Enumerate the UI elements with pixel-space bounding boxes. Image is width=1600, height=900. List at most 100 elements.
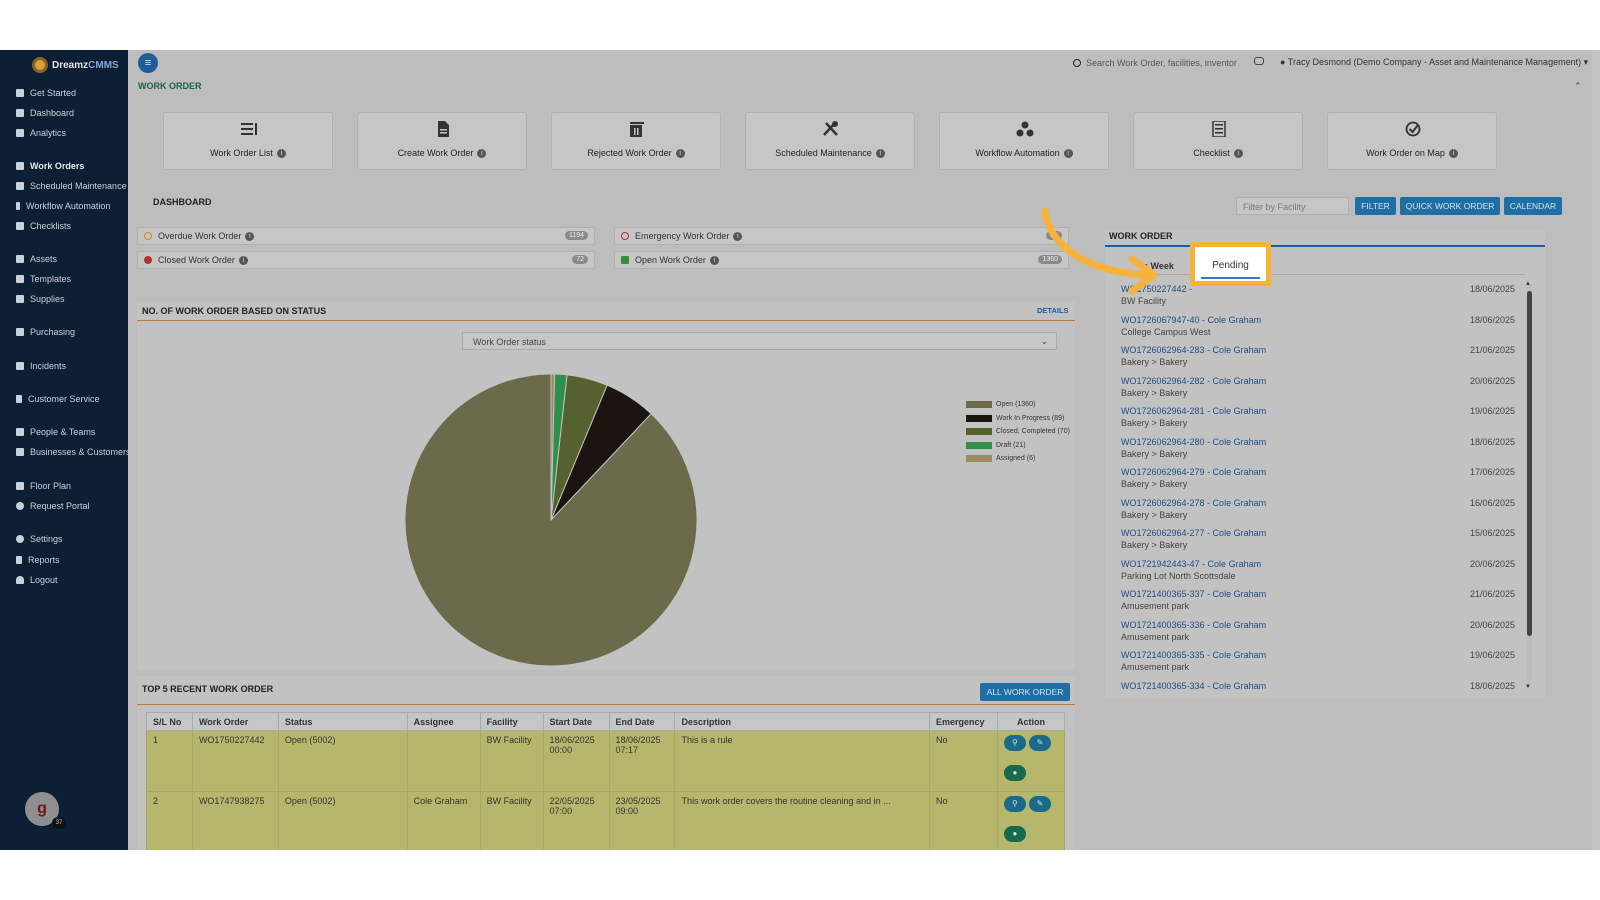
status-select[interactable]: Work Order status ⌄ (462, 332, 1057, 350)
sidebar-item-get-started[interactable]: Get Started (16, 88, 76, 98)
list-item[interactable]: WO1750227442 - BW Facility 18/06/2025 (1121, 284, 1515, 315)
tile-create-work-order[interactable]: Create Work Order i (357, 112, 527, 170)
sidebar-item-work-orders[interactable]: Work Orders (16, 161, 84, 171)
calendar-button[interactable]: CALENDAR (1504, 197, 1562, 215)
tile-rejected-work-order[interactable]: Rejected Work Order i (551, 112, 721, 170)
work-order-link[interactable]: WO1750227442 - (1121, 284, 1193, 294)
info-icon[interactable]: i (675, 149, 685, 159)
sidebar-item-dashboard[interactable]: Dashboard (16, 108, 74, 118)
stat-open[interactable]: Open Work Order i 1360 (614, 251, 1069, 269)
table-row[interactable]: 2 WO1747938275 Open (5002) Cole Graham B… (146, 791, 1066, 850)
collapse-chevron-icon[interactable]: ⌃ (1574, 81, 1582, 91)
work-order-link[interactable]: WO1726062964-282 - Cole Graham (1121, 375, 1267, 386)
sidebar-item-assets[interactable]: Assets (16, 254, 57, 264)
cell-wo[interactable]: WO1750227442 (191, 730, 279, 792)
info-icon[interactable]: i (1233, 149, 1243, 159)
list-item[interactable]: WO1721400365-335 - Cole Graham Amusement … (1121, 650, 1515, 681)
work-order-link[interactable]: WO1726062964-278 - Cole Graham (1121, 497, 1267, 508)
sidebar-item-workflow-automation[interactable]: Workflow Automation (16, 201, 110, 211)
work-order-link[interactable]: WO1726062964-283 - Cole Graham (1121, 345, 1267, 355)
global-search[interactable]: Search Work Order, facilities, inventor (1073, 56, 1243, 70)
stat-emergency[interactable]: Emergency Work Order i 21 (614, 227, 1069, 245)
list-item[interactable]: WO1726062964-279 - Cole Graham Bakery > B… (1121, 467, 1515, 498)
work-order-link[interactable]: WO1726067947-40 - Cole Graham (1121, 314, 1262, 325)
comment-icon[interactable]: ● (1003, 826, 1026, 842)
work-order-link[interactable]: WO1726062964-279 - Cole Graham (1121, 467, 1267, 477)
sidebar-item-logout[interactable]: Logout (16, 575, 58, 585)
tile-checklist[interactable]: Checklist i (1133, 112, 1303, 170)
cell-wo[interactable]: WO1747938275 (191, 791, 279, 850)
sidebar-item-scheduled-maintenance[interactable]: Scheduled Maintenance (16, 181, 127, 191)
list-item[interactable]: WO1726062964-278 - Cole Graham Bakery > B… (1121, 498, 1515, 529)
list-item[interactable]: WO1726062964-281 - Cole Graham Bakery > B… (1121, 406, 1515, 437)
user-menu[interactable]: ● Tracy Desmond (Demo Company - Asset an… (1280, 57, 1589, 67)
scroll-up-arrow-icon[interactable]: ▲ (1525, 281, 1531, 287)
list-item[interactable]: WO1726062964-280 - Cole Graham Bakery > B… (1121, 437, 1515, 468)
work-order-link[interactable]: WO1726062964-280 - Cole Graham (1121, 436, 1267, 447)
list-item[interactable]: WO1726062964-282 - Cole Graham Bakery > B… (1121, 376, 1515, 407)
legend-item[interactable]: Closed, Completed (70) (966, 425, 1070, 439)
comment-icon[interactable]: ● (1003, 765, 1026, 781)
sidebar-item-customer-service[interactable]: Customer Service (16, 394, 100, 404)
edit-icon[interactable]: ✎ (1028, 735, 1051, 751)
view-icon[interactable]: ⚲ (1003, 735, 1026, 751)
chat-icon[interactable] (1254, 57, 1264, 65)
list-item[interactable]: WO1726062964-283 - Cole Graham Bakery > B… (1121, 345, 1515, 376)
info-icon[interactable]: i (245, 231, 255, 241)
sidebar-item-incidents[interactable]: Incidents (16, 361, 66, 371)
stat-overdue[interactable]: Overdue Work Order i 1194 (137, 227, 595, 245)
sidebar-item-analytics[interactable]: Analytics (16, 128, 66, 138)
work-order-link[interactable]: WO1721400365-336 - Cole Graham (1121, 619, 1267, 630)
legend-item[interactable]: Assigned (6) (966, 452, 1070, 466)
info-icon[interactable]: i (875, 149, 885, 159)
legend-item[interactable]: Work In Progress (89) (966, 412, 1070, 426)
sidebar-item-supplies[interactable]: Supplies (16, 294, 65, 304)
sidebar-item-purchasing[interactable]: Purchasing (16, 327, 75, 337)
legend-item[interactable]: Open (1360) (966, 398, 1070, 412)
stat-closed[interactable]: Closed Work Order i 72 (137, 251, 595, 269)
info-icon[interactable]: i (1063, 149, 1073, 159)
list-item[interactable]: WO1726062964-277 - Cole Graham Bakery > B… (1121, 528, 1515, 559)
work-order-link[interactable]: WO1721400365-337 - Cole Graham (1121, 589, 1267, 599)
info-icon[interactable]: i (1448, 149, 1458, 159)
pie-slice-4[interactable] (550, 373, 556, 521)
tile-workflow-automation[interactable]: Workflow Automation i (939, 112, 1109, 170)
sidebar-item-request-portal[interactable]: Request Portal (16, 501, 90, 511)
details-link[interactable]: DETAILS (1037, 306, 1069, 315)
all-work-order-button[interactable]: ALL WORK ORDER (980, 683, 1070, 701)
work-order-link[interactable]: WO1721400365-335 - Cole Graham (1121, 650, 1267, 660)
menu-toggle-button[interactable]: ≡ (138, 53, 158, 73)
scroll-down-arrow-icon[interactable]: ▼ (1525, 684, 1531, 690)
work-order-link[interactable]: WO1721942443-47 - Cole Graham (1121, 558, 1262, 569)
view-icon[interactable]: ⚲ (1003, 796, 1026, 812)
user-avatar[interactable]: g (25, 792, 59, 826)
list-item[interactable]: WO1721400365-334 - Cole Graham 18/06/2025 (1121, 681, 1515, 712)
tile-work-order-on-map[interactable]: Work Order on Map i (1327, 112, 1497, 170)
list-scrollbar-thumb[interactable] (1527, 291, 1532, 636)
logo[interactable]: Dreamz CMMS (32, 55, 119, 75)
list-item[interactable]: WO1726067947-40 - Cole Graham College Cam… (1121, 315, 1515, 346)
list-item[interactable]: WO1721400365-337 - Cole Graham Amusement … (1121, 589, 1515, 620)
sidebar-item-floor-plan[interactable]: Floor Plan (16, 481, 71, 491)
info-icon[interactable]: i (238, 255, 248, 265)
work-order-link[interactable]: WO1726062964-281 - Cole Graham (1121, 406, 1267, 416)
table-row[interactable]: 1 WO1750227442 Open (5002) BW Facility 1… (146, 730, 1066, 792)
info-icon[interactable]: i (709, 255, 719, 265)
work-order-link[interactable]: WO1726062964-277 - Cole Graham (1121, 528, 1267, 538)
info-icon[interactable]: i (733, 231, 743, 241)
search-input[interactable]: Search Work Order, facilities, inventor (1086, 58, 1237, 68)
info-icon[interactable]: i (477, 149, 487, 159)
sidebar-item-settings[interactable]: Settings (16, 534, 63, 544)
info-icon[interactable]: i (276, 149, 286, 159)
tab-this-week[interactable]: s Week (1143, 261, 1174, 271)
list-item[interactable]: WO1721400365-336 - Cole Graham Amusement … (1121, 620, 1515, 651)
sidebar-item-reports[interactable]: Reports (16, 555, 60, 565)
filter-button[interactable]: FILTER (1355, 197, 1396, 215)
tab-pending[interactable]: Pending (1212, 260, 1249, 271)
sidebar-item-templates[interactable]: Templates (16, 274, 71, 284)
page-scrollbar[interactable] (1592, 50, 1600, 850)
legend-item[interactable]: Draft (21) (966, 439, 1070, 453)
list-item[interactable]: WO1721942443-47 - Cole Graham Parking Lot… (1121, 559, 1515, 590)
tile-scheduled-maintenance[interactable]: Scheduled Maintenance i (745, 112, 915, 170)
quick-work-order-button[interactable]: QUICK WORK ORDER (1400, 197, 1500, 215)
